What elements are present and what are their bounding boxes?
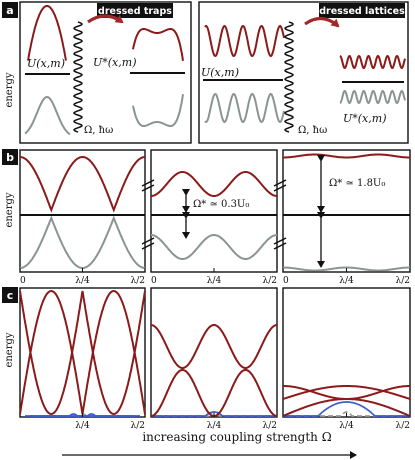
panel-c-y-label: energy: [4, 332, 15, 367]
panel-a: a energy dressed traps U(x,m) U*(x,m) Ω,…: [2, 1, 409, 144]
panel-c-curves: [19, 289, 411, 417]
panel-b2-gap-label: Ω* ≃ 0.3U₀: [193, 199, 249, 210]
panel-a-left-U-label: U(x,m): [27, 57, 65, 70]
panel-c3-blue-parabola: [283, 401, 410, 417]
panel-b-tick-label: λ/2: [131, 276, 145, 286]
panel-a-left-frame: [19, 1, 192, 144]
panel-a-left-coupling-label: Ω, ħω: [84, 125, 113, 136]
panel-c-end-tick-label: λ/2: [131, 421, 145, 431]
panel-a-label-box: [2, 2, 18, 18]
panel-b-ticks: 0 λ/4 λ/2 0 λ/4 λ/2 0 λ/4 λ/2: [19, 268, 411, 286]
panel-b-tick-label: 0: [20, 276, 26, 286]
panel-c2-red-upper: [151, 324, 277, 369]
panel-a-right-coupling-label: Ω, ħω: [298, 125, 327, 136]
panel-c-tick-label: λ/4: [75, 421, 90, 431]
panel-b-frame-1: [19, 149, 146, 273]
panel-c3-red-lower: [282, 398, 411, 417]
panel-b1-gray-curve: [20, 215, 145, 269]
panel-b3-gray-curve: [283, 266, 410, 272]
panel-b-frame-2: [150, 149, 278, 273]
panel-c-tick-label: λ/4: [339, 421, 354, 431]
panel-a-red-trap: [27, 5, 67, 61]
panel-a-gray-dressed-trap: [132, 94, 184, 127]
panel-a-left-Ustar-label: U*(x,m): [93, 56, 136, 69]
panel-c-frame-3: [282, 287, 411, 418]
panel-a-right-U-label: U(x,m): [201, 66, 239, 79]
panel-a-gray-trap: [24, 95, 71, 136]
panel-a-red-lattice: [204, 24, 285, 58]
arrow-curved-left: [87, 14, 124, 24]
panel-b2-red-curve: [151, 171, 277, 197]
panel-b-tick-label: 0: [283, 276, 289, 286]
panel-a-right-Ustar-label: U*(x,m): [343, 112, 386, 125]
panel-b-frame-3: [282, 149, 411, 273]
panel-c3-red-upper-2: [282, 385, 411, 400]
panel-a-gray-dressed-lattice: [339, 89, 406, 105]
panel-c2-red-lower: [151, 369, 277, 417]
badge-dressed-traps-text: dressed traps: [98, 6, 172, 17]
panel-a-red-dressed-lattice: [339, 54, 406, 70]
panel-c-frame-1: [19, 287, 146, 418]
panel-c2-blue-parabola: [151, 411, 277, 417]
panel-a-y-label: energy: [4, 72, 15, 107]
panel-c-end-tick-label: λ/2: [263, 421, 277, 431]
panel-a-red-dressed-trap: [132, 28, 184, 61]
arrow-curved-right: [304, 16, 340, 28]
panel-b-tick-label: λ/2: [263, 276, 277, 286]
badge-dressed-traps: [97, 3, 173, 18]
panel-c-ticks: λ/4 λ/2 λ/4 λ/2 λ/4 λ/2: [75, 413, 410, 431]
panel-b-label: b: [6, 151, 14, 164]
panel-b3-red-curve: [283, 153, 410, 159]
panel-a-label: a: [6, 4, 13, 17]
panel-c-label-box: [2, 287, 18, 303]
panel-a-right-frame: [198, 1, 409, 144]
panel-a-coupling-wave-right: [284, 21, 294, 133]
panel-b-label-box: [2, 149, 18, 165]
panel-b-tick-label: λ/4: [75, 276, 90, 286]
panel-c1-blue-parabola-2: [25, 413, 135, 417]
panel-b3-gap-label: Ω* ≃ 1.8U₀: [329, 178, 385, 189]
panel-b2-gray-curve: [151, 234, 277, 260]
panel-b-tick-label: λ/4: [339, 276, 354, 286]
panel-b-tick-label: 0: [151, 276, 157, 286]
panel-b: b energy Ω* ≃ 0.3U₀ Ω* ≃ 1.8U₀ 0 λ/4 λ/2 0 λ…: [2, 149, 411, 286]
panel-c1-red-curve-a: [19, 289, 146, 415]
panel-b-y-label: energy: [4, 192, 15, 227]
panel-c-end-tick-label: λ/2: [396, 421, 410, 431]
axis-break-marks: [141, 179, 287, 250]
panel-a-coupling-wave-left: [73, 21, 83, 133]
panel-a-gray-lattice: [204, 92, 285, 124]
panel-c-label: c: [7, 289, 14, 302]
panel-c: c energy λ/4 λ/2 λ/4 λ/2 λ/4 λ/2: [2, 287, 411, 431]
panel-c1-red-curve-b: [19, 290, 146, 416]
footer-label: increasing coupling strength Ω: [142, 430, 331, 444]
panel-c-tick-label: λ/4: [207, 421, 222, 431]
badge-dressed-lattices-text: dressed lattices: [319, 6, 405, 17]
panel-b-tick-label: λ/2: [396, 276, 410, 286]
panel-b1-red-curve: [20, 156, 145, 213]
panel-b-tick-label: λ/4: [207, 276, 222, 286]
badge-dressed-lattices: [319, 3, 405, 18]
